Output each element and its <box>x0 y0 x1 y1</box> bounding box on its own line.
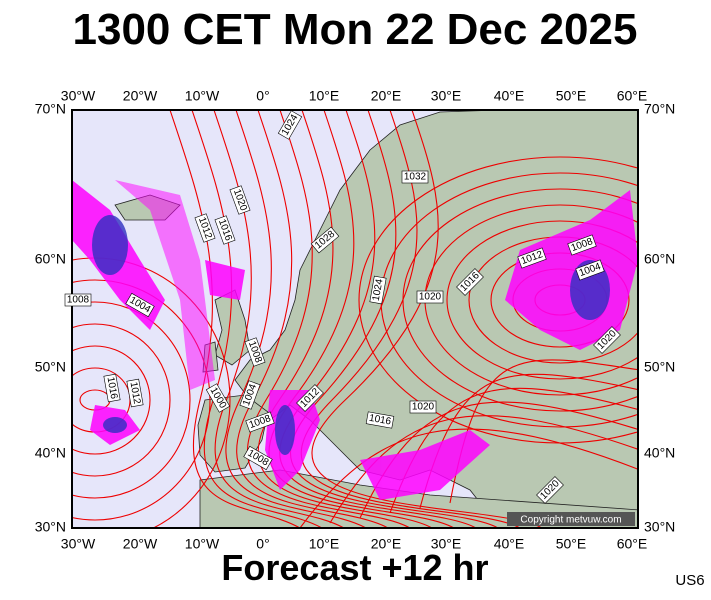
isobar-label-box <box>409 400 437 414</box>
isobar-label-text: 1024 <box>371 278 386 302</box>
lon-label-top: 30°E <box>431 88 462 104</box>
isobar-label-box <box>205 383 231 413</box>
isobar-label-box <box>103 373 121 403</box>
isobar <box>169 110 301 528</box>
lon-label-top: 10°W <box>185 88 220 104</box>
code: US6 <box>675 572 704 589</box>
lon-label-bottom: 20°W <box>123 536 158 552</box>
isobar-label: 1012 <box>126 378 144 408</box>
isobar-label-box <box>369 275 387 305</box>
isobar-label-box <box>194 213 216 243</box>
lat-label-left: 70°N <box>35 101 66 117</box>
lon-label-bottom: 30°W <box>61 536 96 552</box>
isobar-label-text: 1016 <box>368 413 392 428</box>
isobar-label-text: 1020 <box>412 402 435 413</box>
lon-label-top: 20°W <box>123 88 158 104</box>
isobar <box>72 301 191 499</box>
isobar-label-box <box>575 259 605 281</box>
lat-label-right: 30°N <box>644 519 675 535</box>
isobar-label-text: 1016 <box>105 376 120 400</box>
isobar-label-box <box>456 268 484 296</box>
isobar-label-box <box>64 293 92 307</box>
isobar-label-box <box>296 384 324 412</box>
isobar-label: 1020 <box>416 290 444 304</box>
isobar-label: 1032 <box>401 170 429 184</box>
isobar-label-box <box>239 380 261 410</box>
lon-label-bottom: 40°E <box>494 536 525 552</box>
isobar <box>446 220 638 380</box>
isobar-label: 1016 <box>103 373 121 403</box>
isobar-label-box <box>126 378 144 408</box>
isobar <box>329 415 638 524</box>
title: 1300 CET Mon 22 Dec 2025 <box>73 5 638 54</box>
lon-label-top: 50°E <box>556 88 587 104</box>
isobar-label-box <box>365 411 395 429</box>
isobar-label-box <box>229 185 251 215</box>
isobar <box>300 110 521 528</box>
lon-label-bottom: 0° <box>256 536 269 552</box>
lon-label-bottom: 10°E <box>309 536 340 552</box>
lat-label-left: 60°N <box>35 251 66 267</box>
lon-label-bottom: 30°E <box>431 536 462 552</box>
lon-label-top: 20°E <box>371 88 402 104</box>
map-content <box>72 110 638 528</box>
lon-label-top: 30°W <box>61 88 96 104</box>
copyright: Copyright metvuw.com <box>520 515 621 526</box>
map-frame <box>71 109 639 529</box>
lon-label-top: 10°E <box>309 88 340 104</box>
lat-label-right: 50°N <box>644 359 675 375</box>
lat-label-left: 40°N <box>35 445 66 461</box>
isobar-label-text: 1020 <box>419 292 442 303</box>
isobar <box>299 428 638 528</box>
isobar-label-box <box>244 337 266 367</box>
lat-label-left: 30°N <box>35 519 66 535</box>
isobar-label-box <box>245 411 275 433</box>
lat-label-right: 70°N <box>644 101 675 117</box>
isobar-label-box <box>517 247 547 269</box>
isobar-label-box <box>416 290 444 304</box>
isobar-label-box <box>243 445 273 471</box>
lon-label-bottom: 10°W <box>185 536 220 552</box>
lat-label-right: 60°N <box>644 251 675 267</box>
isobar <box>72 323 171 477</box>
isobar-label: 1024 <box>369 275 387 305</box>
lon-label-bottom: 50°E <box>556 536 587 552</box>
lon-label-top: 40°E <box>494 88 525 104</box>
lat-label-right: 40°N <box>644 445 675 461</box>
isobar-label: 1016 <box>365 411 395 429</box>
isobar-label-box <box>401 170 429 184</box>
isobar-label-box <box>125 292 155 318</box>
lon-label-top: 0° <box>256 88 269 104</box>
footer: Forecast +12 hr <box>221 547 488 588</box>
isobar-label: 1008 <box>64 293 92 307</box>
lat-label-left: 50°N <box>35 359 66 375</box>
isobar <box>72 345 151 455</box>
isobar <box>225 110 367 528</box>
isobar <box>247 110 411 528</box>
isobar-label-box <box>536 476 564 504</box>
isobar-label-box <box>310 226 340 254</box>
isobar-label-text: 1008 <box>67 295 90 306</box>
isobar-label-text: 1012 <box>128 381 143 405</box>
isobar-label: 1020 <box>409 400 437 414</box>
lon-label-top: 60°E <box>617 88 648 104</box>
lon-label-bottom: 20°E <box>371 536 402 552</box>
isobar-label-box <box>214 215 236 245</box>
isobar-label-box <box>567 234 597 256</box>
isobar <box>72 279 211 521</box>
copyright-box <box>507 512 635 526</box>
isobar <box>311 110 543 528</box>
isobar-label-box <box>593 326 621 354</box>
heavy-precipitation <box>92 215 610 455</box>
isobar-label-text: 1032 <box>404 172 427 183</box>
isobar-label-box <box>277 110 303 140</box>
lon-label-bottom: 60°E <box>617 536 648 552</box>
